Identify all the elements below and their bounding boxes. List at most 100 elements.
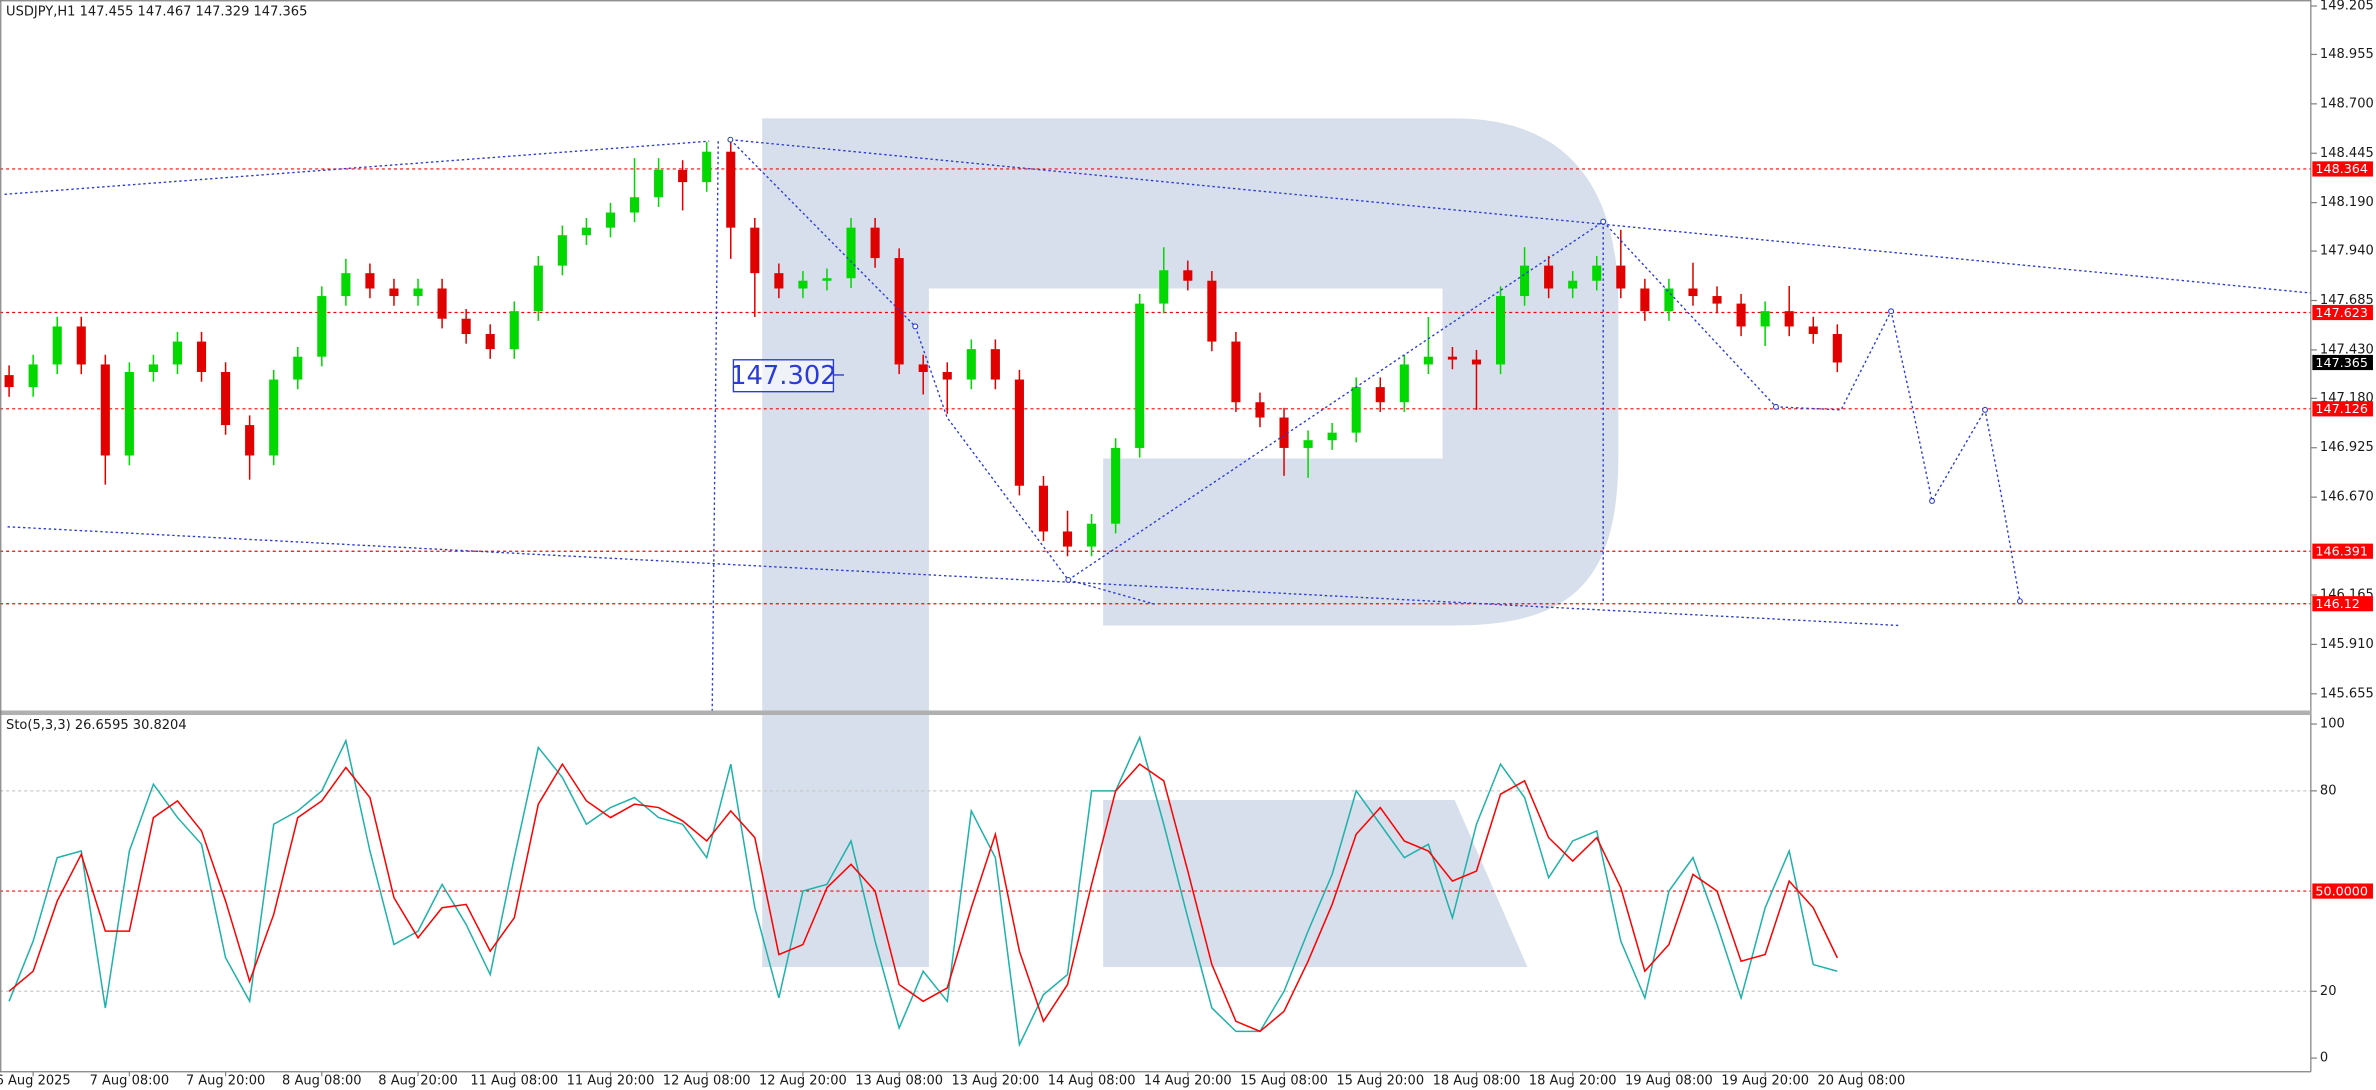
candle-body: [1423, 356, 1433, 365]
x-tick-label: 19 Aug 08:00: [1625, 1073, 1713, 1088]
candle-body: [317, 296, 327, 357]
candle-body: [1544, 265, 1554, 289]
x-tick-label: 8 Aug 20:00: [378, 1073, 458, 1088]
candle-body: [1760, 311, 1770, 327]
candle-body: [990, 349, 1000, 380]
level-tag-label: 147.126: [2315, 402, 2368, 417]
indicator-line: [8, 735, 1838, 1048]
candle-body: [1351, 387, 1361, 433]
y-tick-label: 145.910: [2320, 637, 2374, 652]
trend-line: [7, 526, 1899, 627]
trend-line: [730, 138, 2311, 294]
y-tick-label: 0: [2320, 1051, 2328, 1066]
x-tick-label: 13 Aug 08:00: [855, 1073, 943, 1088]
chart-title: USDJPY,H1 147.455 147.467 147.329 147.36…: [6, 5, 307, 20]
x-tick-label: 13 Aug 20:00: [951, 1073, 1039, 1088]
candle-body: [1062, 531, 1073, 547]
x-tick-label: 19 Aug 20:00: [1721, 1073, 1809, 1088]
level-tag: [2312, 543, 2373, 559]
trend-line: [711, 141, 719, 711]
candle-body: [1375, 387, 1385, 403]
x-tick-label: 6 Aug 2025: [0, 1073, 71, 1088]
candle-body: [822, 278, 832, 281]
x-tick-label: 7 Aug 08:00: [90, 1073, 170, 1088]
candle-body: [1495, 296, 1506, 365]
annotation-box: [732, 359, 835, 393]
y-tick-label: 147.430: [2320, 342, 2374, 357]
candle-body: [581, 227, 591, 236]
pivot: [2016, 598, 2023, 605]
x-tick-label: 18 Aug 08:00: [1433, 1073, 1521, 1088]
candle-body: [365, 273, 375, 289]
candle-body: [1712, 296, 1722, 304]
y-tick-label: 145.655: [2320, 686, 2374, 701]
x-tick-label: 14 Aug 20:00: [1144, 1073, 1232, 1088]
y-tick-label: 147.685: [2320, 293, 2374, 308]
x-tick-label: 11 Aug 08:00: [470, 1073, 558, 1088]
candle-body: [1471, 359, 1482, 365]
y-tick-label: 148.445: [2320, 146, 2374, 161]
drawings: 147.302: [4, 136, 2311, 711]
candle-body: [726, 151, 736, 228]
candle-body: [1135, 303, 1145, 448]
candle-body: [942, 371, 952, 380]
candle-body: [461, 318, 471, 335]
y-tick-label: 147.940: [2320, 244, 2374, 259]
candle-body: [1014, 379, 1024, 486]
y-tick-label: 146.925: [2320, 440, 2374, 455]
candle-body: [1568, 280, 1578, 289]
candle-body: [1183, 270, 1193, 281]
pivot: [727, 136, 734, 143]
candle-body: [774, 273, 784, 289]
candle-body: [28, 364, 38, 388]
level-tag: [2312, 883, 2373, 899]
candle-body: [966, 349, 976, 380]
level-tag: [2312, 596, 2373, 612]
watermark-logo: [762, 118, 1619, 968]
candle-body: [1159, 270, 1169, 304]
trend-line: [1067, 221, 1604, 581]
candle-body: [1255, 402, 1265, 418]
candle-body: [1688, 288, 1698, 297]
candle-body: [1038, 485, 1049, 532]
candle-body: [1111, 447, 1121, 524]
x-tick-label: 15 Aug 08:00: [1240, 1073, 1328, 1088]
x-tick-label: 14 Aug 08:00: [1048, 1073, 1136, 1088]
trend-line: [4, 140, 710, 195]
candle-body: [76, 326, 86, 365]
candle-body: [1303, 440, 1313, 448]
candle-body: [1399, 364, 1409, 403]
frame: [0, 0, 2312, 1073]
candle-body: [52, 326, 62, 365]
candle-body: [605, 212, 616, 228]
x-tick-label: 12 Aug 20:00: [759, 1073, 847, 1088]
candle-body: [293, 356, 303, 380]
pivot: [1600, 218, 1607, 225]
y-tick-label: 148.955: [2320, 47, 2374, 62]
y-tick-label: 148.700: [2320, 96, 2374, 111]
candle-body: [678, 169, 688, 183]
candle-body: [245, 425, 255, 456]
candle-body: [894, 258, 904, 365]
candle-body: [413, 288, 423, 297]
candle-body: [269, 379, 279, 456]
candle-body: [389, 288, 399, 297]
candle-body: [100, 364, 110, 456]
candle-body: [1784, 311, 1794, 327]
candle-body: [654, 169, 664, 198]
y-tick-label: 149.205: [2320, 0, 2374, 14]
candle-body: [846, 227, 856, 279]
candle-body: [1520, 265, 1530, 297]
candle-body: [870, 227, 880, 259]
candle-body: [533, 265, 543, 312]
annotation-text: 147.302: [730, 361, 836, 391]
x-tick-label: 7 Aug 20:00: [186, 1073, 266, 1088]
y-tick-label: 100: [2320, 717, 2345, 732]
plot-area: [0, 142, 2311, 1048]
level-tag-label: 148.364: [2315, 162, 2368, 177]
candle-body: [1808, 326, 1818, 335]
candle-body: [557, 235, 567, 266]
candle-body: [798, 280, 808, 289]
